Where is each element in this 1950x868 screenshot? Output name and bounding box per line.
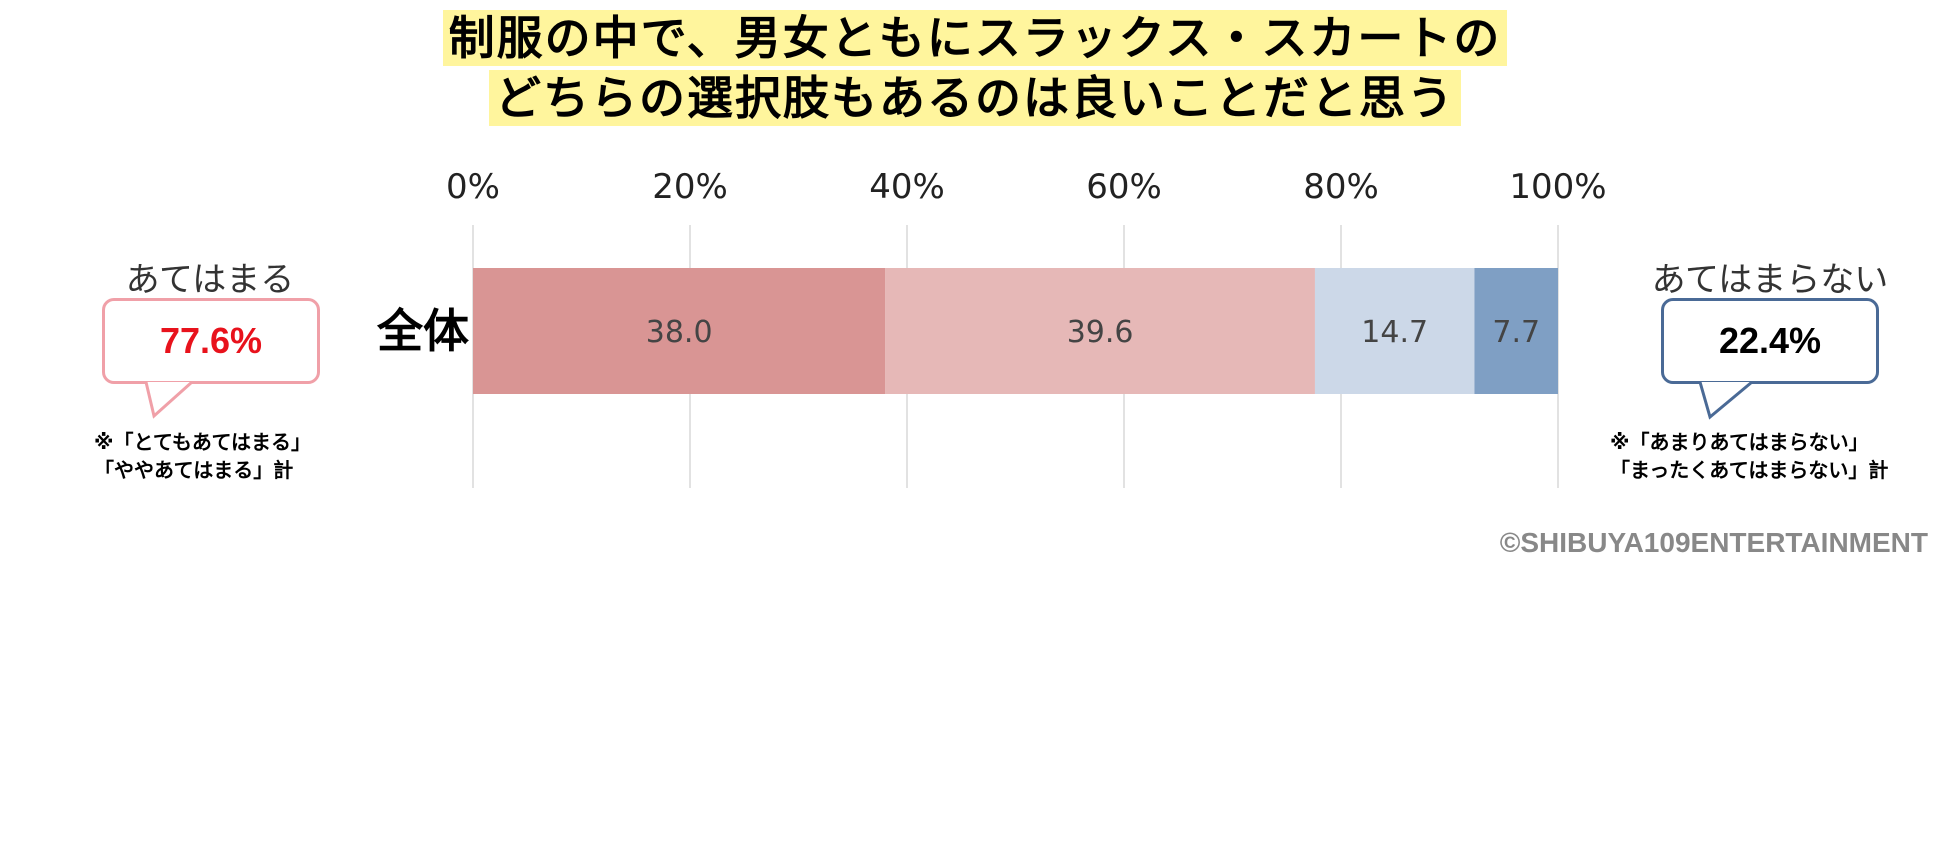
agree-note: ※「とてもあてはまる」 「ややあてはまる」計 bbox=[94, 430, 312, 482]
agree-total-bubble: 77.6% bbox=[102, 298, 320, 384]
disagree-bubble-tail bbox=[1698, 381, 1753, 420]
x-tick-label: 100% bbox=[1509, 167, 1606, 207]
x-tick-label: 60% bbox=[1086, 167, 1162, 207]
x-tick-label: 40% bbox=[869, 167, 945, 207]
x-tick-label: 0% bbox=[446, 167, 500, 207]
bar-segment bbox=[885, 268, 1315, 394]
disagree-label: あてはまらない bbox=[1651, 260, 1889, 300]
agree-bubble-tail bbox=[144, 381, 194, 419]
title-line-2: どちらの選択肢もあるのは良いことだと思う bbox=[489, 70, 1461, 126]
agree-label: あてはまる bbox=[125, 260, 295, 300]
data-label: 14.7 bbox=[1361, 315, 1428, 350]
bar-segment bbox=[1474, 268, 1558, 394]
bar-segment bbox=[1314, 268, 1475, 394]
copyright: ©SHIBUYA109ENTERTAINMENT bbox=[1499, 527, 1928, 558]
category-label: 全体 bbox=[376, 304, 469, 358]
bar-segment bbox=[473, 268, 886, 394]
title-line-1: 制服の中で、男女ともにスラックス・スカートの bbox=[442, 10, 1508, 66]
x-tick-label: 20% bbox=[652, 167, 728, 207]
data-label: 39.6 bbox=[1067, 315, 1134, 350]
data-label: 38.0 bbox=[646, 315, 713, 350]
x-tick-label: 80% bbox=[1303, 167, 1379, 207]
data-label: 7.7 bbox=[1492, 315, 1540, 350]
disagree-total-bubble: 22.4% bbox=[1661, 298, 1879, 384]
chart-title: 制服の中で、男女ともにスラックス・スカートの どちらの選択肢もあるのは良いことだ… bbox=[0, 10, 1950, 130]
disagree-note: ※「あまりあてはまらない」 「まったくあてはまらない」計 bbox=[1610, 430, 1889, 482]
